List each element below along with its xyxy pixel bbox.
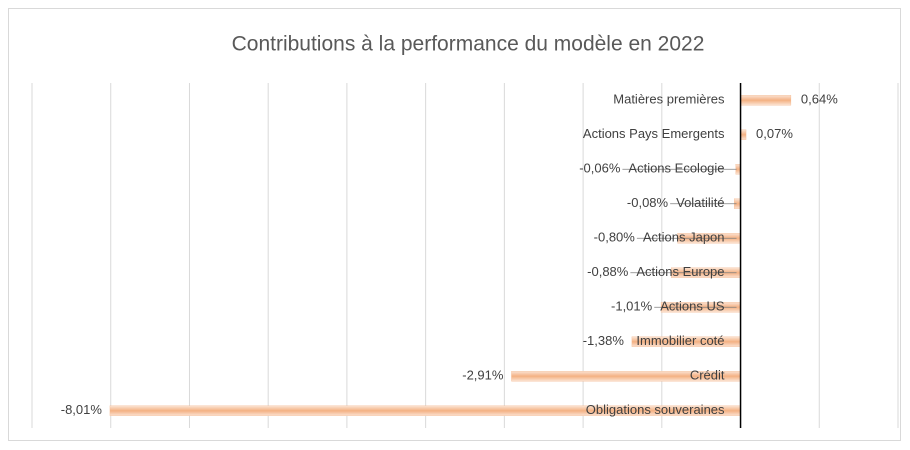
category-label: Actions Japon (643, 230, 725, 245)
category-label: Volatilité (676, 195, 724, 210)
value-label: 0,64% (801, 92, 838, 107)
category-label: Obligations souveraines (586, 402, 725, 417)
value-label: -8,01% (61, 402, 103, 417)
value-label: 0,07% (756, 126, 793, 141)
value-label: -0,08% (627, 195, 669, 210)
chart-frame (8, 8, 901, 441)
value-label: -0,88% (587, 264, 629, 279)
category-label: Actions Pays Emergents (583, 126, 725, 141)
chart-title: Contributions à la performance du modèle… (232, 33, 705, 56)
value-label: -1,01% (611, 299, 653, 314)
category-label: Matières premières (613, 92, 725, 107)
value-label: -1,38% (583, 333, 625, 348)
category-label: Crédit (690, 368, 725, 383)
category-label: Actions Europe (636, 264, 724, 279)
value-label: -2,91% (462, 368, 504, 383)
category-label: Immobilier coté (636, 333, 724, 348)
bar (740, 129, 747, 140)
value-label: -0,80% (594, 230, 636, 245)
value-label: -0,06% (579, 161, 621, 176)
category-label: Actions US (660, 299, 725, 314)
bar (740, 95, 792, 106)
category-label: Actions Ecologie (628, 161, 724, 176)
